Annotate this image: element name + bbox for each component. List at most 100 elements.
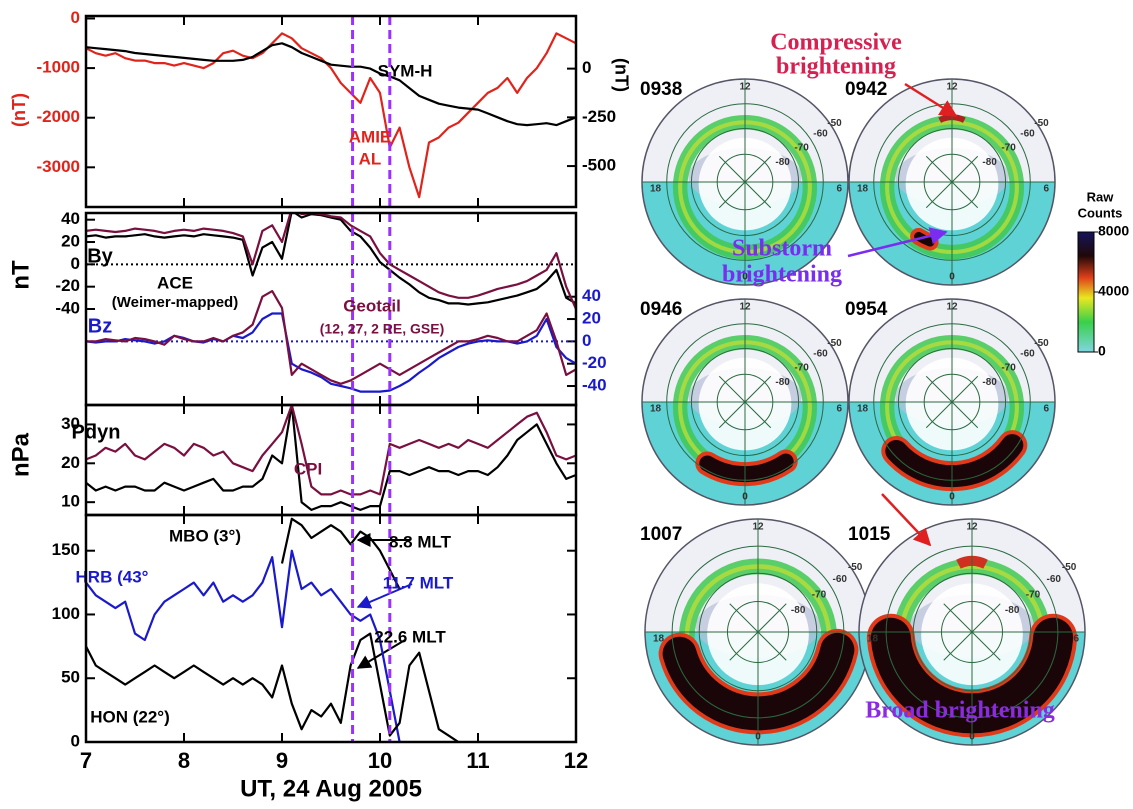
latitude-label: -80 — [982, 157, 997, 168]
y2-tick-label: -40 — [582, 376, 607, 395]
image-annotation: Broad brightening — [865, 698, 1055, 724]
x-tick-label: 10 — [368, 748, 392, 773]
mlt-label: 0 — [755, 732, 761, 743]
annotation: CPI — [294, 459, 322, 478]
series-label: SYM-H — [378, 61, 433, 80]
colorbar-title: Raw — [1087, 189, 1115, 204]
latitude-label: -70 — [812, 589, 827, 600]
frame-label: 0954 — [845, 299, 888, 320]
x-axis-label: UT, 24 Aug 2005 — [240, 775, 422, 802]
mlt-label: 12 — [752, 522, 764, 533]
mlt-label: 6 — [1043, 184, 1049, 195]
mlt-label: 6 — [836, 404, 842, 415]
frame-label: 1007 — [640, 524, 682, 545]
y2-axis-label: (nT) — [611, 58, 631, 92]
auroral-image: 12 0 18 6 -50-60 -70 -80 — [849, 299, 1055, 505]
annotation: Pdyn — [72, 421, 121, 443]
y-tick-label: 0 — [71, 254, 80, 273]
annotation: (12, 27, 2 RE, GSE) — [320, 321, 445, 337]
series-label: MBO (3°) — [169, 526, 241, 545]
latitude-label: -50 — [1034, 118, 1049, 129]
y-tick-label: 100 — [52, 604, 80, 623]
annotation: AMIE — [349, 127, 392, 146]
latitude-label: -80 — [775, 157, 790, 168]
y2-tick-label: -20 — [582, 353, 607, 372]
annotation: By — [87, 245, 113, 267]
y-tick-label: -20 — [55, 276, 80, 295]
latitude-label: -60 — [1047, 574, 1062, 585]
latitude-label: -70 — [1001, 363, 1016, 374]
mlt-label: 12 — [966, 522, 978, 533]
frame-label: 0942 — [845, 79, 887, 100]
mlt-label: 12 — [946, 302, 958, 313]
latitude-label: -60 — [813, 348, 828, 359]
y-axis-label: nPa — [7, 432, 34, 477]
colorbar-title: Counts — [1078, 205, 1123, 220]
mlt-label: 0 — [969, 732, 975, 743]
y-tick-label: -1000 — [37, 58, 80, 77]
x-tick-label: 11 — [466, 748, 489, 773]
y-tick-label: 0 — [71, 731, 80, 750]
image-annotation: Substorm — [732, 236, 832, 262]
y2-tick-label: 0 — [582, 58, 591, 77]
latitude-label: -80 — [982, 377, 997, 388]
mlt-label: 18 — [857, 404, 869, 415]
latitude-label: -70 — [794, 363, 809, 374]
colorbar-tick-label: 4000 — [1098, 283, 1129, 299]
x-tick-label: 8 — [178, 748, 190, 773]
image-annotation: brightening — [776, 54, 896, 80]
mlt-label: 6 — [836, 184, 842, 195]
figure: 0-1000-2000-30000-250-500(nT)(nT)ALSYM-H… — [0, 0, 1133, 809]
mlt-label: 0 — [949, 272, 955, 283]
panel-frame — [86, 16, 576, 207]
latitude-label: -70 — [1026, 589, 1041, 600]
series-line — [86, 405, 576, 494]
mlt-label: 12 — [946, 82, 958, 93]
mlt-label: 0 — [949, 492, 955, 503]
colorbar — [1078, 232, 1094, 352]
image-annotation: brightening — [722, 262, 842, 288]
mlt-label: 12 — [739, 82, 751, 93]
y-tick-label: 50 — [61, 668, 80, 687]
y-tick-label: 150 — [52, 540, 80, 559]
series-label: HON (22°) — [90, 707, 170, 726]
frame-label: 0938 — [640, 79, 682, 100]
annotation: Geotail — [343, 296, 401, 315]
y2-tick-label: 40 — [582, 286, 601, 305]
series-line — [86, 33, 576, 197]
image-annotation: Compressive — [770, 30, 902, 56]
y2-tick-label: -250 — [582, 107, 616, 126]
x-tick-label: 9 — [276, 748, 288, 773]
y-axis-label: (nT) — [9, 93, 29, 127]
latitude-label: -80 — [775, 377, 790, 388]
mlt-label: 6 — [1043, 404, 1049, 415]
x-tick-label: 7 — [80, 748, 92, 773]
mlt-label: 18 — [650, 184, 662, 195]
y2-tick-label: 0 — [582, 331, 591, 350]
y-tick-label: 10 — [61, 492, 80, 511]
mlt-label: 6 — [1073, 634, 1079, 645]
latitude-label: -60 — [813, 128, 828, 139]
series-label: AL — [359, 149, 382, 168]
annotation: 8.8 MLT — [389, 532, 452, 551]
latitude-label: -50 — [1034, 338, 1049, 349]
y-tick-label: 20 — [61, 232, 80, 251]
mlt-label: 0 — [742, 492, 748, 503]
annotation: Bz — [88, 315, 112, 337]
y2-tick-label: -500 — [582, 156, 616, 175]
latitude-label: -50 — [848, 562, 863, 573]
latitude-label: -60 — [1020, 128, 1035, 139]
annotation: ACE — [157, 273, 193, 292]
latitude-label: -50 — [827, 118, 842, 129]
y-tick-label: -2000 — [37, 107, 80, 126]
y-tick-label: 20 — [61, 453, 80, 472]
latitude-label: -50 — [827, 338, 842, 349]
mlt-label: 12 — [739, 302, 751, 313]
y-axis-label: nT — [7, 260, 34, 290]
latitude-label: -80 — [791, 605, 806, 616]
y-tick-label: -3000 — [37, 157, 80, 176]
colorbar-tick-label: 0 — [1098, 343, 1106, 359]
latitude-label: -60 — [1020, 348, 1035, 359]
x-tick-label: 12 — [564, 748, 588, 773]
